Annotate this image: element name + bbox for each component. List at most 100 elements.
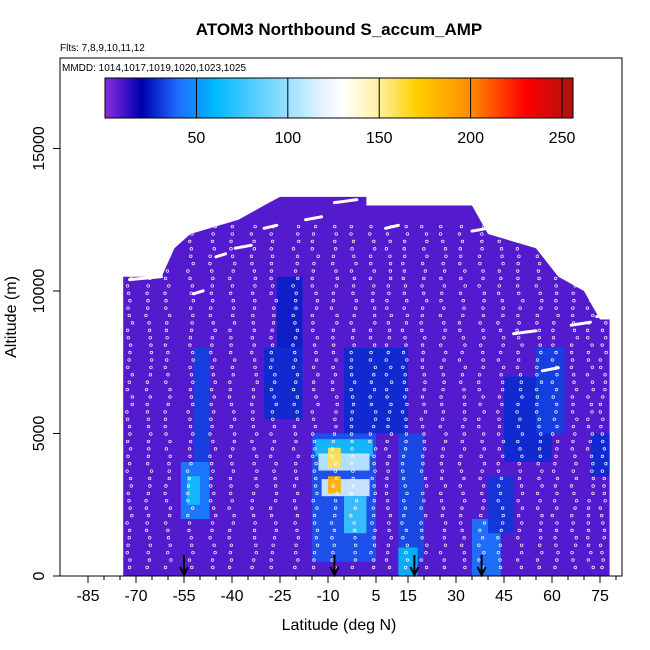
sample-point (228, 276, 232, 281)
sample-point (334, 358, 338, 362)
sample-point (458, 247, 462, 251)
sample-point (190, 565, 194, 570)
sample-point (335, 321, 339, 325)
sample-point (388, 269, 393, 273)
sample-point (482, 336, 486, 340)
sample-point (403, 484, 407, 488)
sample-point (330, 380, 335, 384)
sample-point (372, 343, 377, 347)
sample-point (501, 365, 506, 370)
sample-point (477, 425, 481, 429)
sample-point (269, 565, 273, 570)
sample-point (249, 232, 254, 236)
sample-point (591, 491, 595, 496)
sample-point (331, 387, 335, 392)
sample-point (404, 550, 408, 555)
sample-point (438, 550, 443, 555)
sample-point (481, 506, 485, 510)
sample-point (350, 395, 355, 399)
sample-point (518, 469, 522, 473)
heatmap-cell (264, 348, 303, 420)
flight-profile (550, 224, 560, 570)
sample-point (444, 350, 448, 355)
sample-point (574, 536, 578, 540)
sample-point (481, 358, 485, 362)
sample-point (404, 439, 408, 444)
sample-point (384, 491, 389, 496)
sample-point (350, 439, 354, 444)
sample-point (315, 543, 320, 547)
sample-point (498, 491, 503, 496)
sample-point (165, 336, 169, 340)
sample-point (574, 499, 579, 503)
sample-point (274, 521, 278, 525)
sample-point (479, 513, 483, 518)
sample-point (444, 254, 448, 258)
sample-point (168, 439, 172, 444)
sample-point (439, 343, 443, 347)
sample-point (211, 565, 215, 570)
sample-point (128, 343, 133, 347)
sample-point (419, 558, 423, 562)
sample-point (294, 380, 298, 384)
sample-point (520, 521, 524, 525)
sample-point (600, 343, 604, 347)
sample-point (441, 506, 445, 510)
sample-point (351, 484, 356, 488)
flight-profile (125, 224, 135, 570)
sample-point (405, 491, 409, 496)
sample-point (334, 269, 338, 273)
sample-point (516, 350, 520, 355)
sample-point (602, 536, 606, 540)
sample-point (270, 358, 274, 362)
sample-point (400, 521, 404, 525)
sample-point (212, 491, 216, 496)
sample-point (166, 536, 171, 540)
flight-profile (310, 224, 320, 570)
sample-point (273, 476, 277, 481)
sample-point (126, 239, 130, 244)
sample-point (540, 550, 544, 555)
sample-point (211, 469, 215, 473)
sample-point (190, 543, 194, 547)
sample-point (573, 454, 577, 458)
high-altitude-leg (304, 215, 324, 222)
sample-point (230, 232, 234, 236)
y-tick-label: 5000 (31, 416, 48, 452)
sample-point (312, 550, 317, 555)
sample-point (165, 247, 170, 251)
sample-point (482, 291, 486, 295)
sample-point (460, 506, 464, 510)
sample-point (146, 224, 151, 229)
sample-point (520, 543, 524, 547)
sample-point (189, 395, 194, 399)
sample-point (254, 373, 258, 377)
sample-point (272, 536, 277, 540)
sample-point (535, 321, 539, 325)
sample-point (373, 528, 377, 533)
flight-profile (496, 224, 506, 570)
sample-point (209, 484, 213, 488)
sample-point (314, 462, 318, 466)
sample-point (253, 299, 257, 303)
sample-point (191, 350, 195, 355)
sample-point (269, 276, 273, 281)
sample-point (272, 395, 276, 399)
sample-point (515, 365, 520, 370)
sample-point (590, 343, 594, 347)
sample-point (293, 521, 297, 525)
sample-point (228, 528, 232, 533)
sample-point (144, 387, 149, 392)
sample-point (351, 291, 355, 295)
sample-point (404, 432, 409, 436)
sample-point (130, 373, 134, 377)
sample-point (293, 358, 298, 362)
sample-point (254, 476, 258, 481)
x-tick-label: -25 (268, 588, 291, 605)
sample-point (272, 439, 276, 444)
sample-point (442, 565, 447, 570)
sample-point (293, 469, 298, 473)
sample-point (252, 528, 257, 533)
sample-point (386, 543, 391, 547)
sample-point (553, 261, 558, 266)
